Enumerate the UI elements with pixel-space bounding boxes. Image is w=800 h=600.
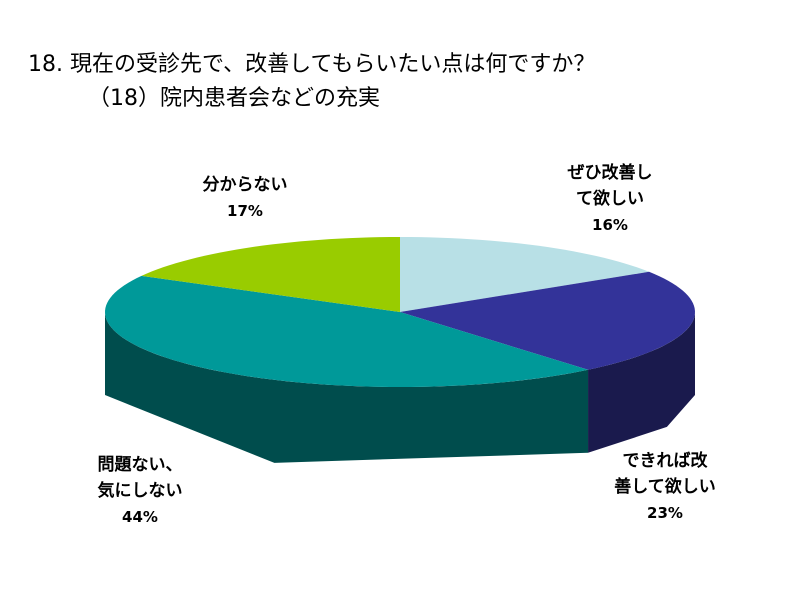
category-label: できれば改 善して欲しい	[614, 451, 716, 497]
value-label: 44%	[122, 508, 158, 526]
slice-top	[141, 237, 401, 312]
value-label: 23%	[647, 504, 683, 522]
slice-label: できれば改 善して欲しい 23%	[585, 448, 745, 526]
value-label: 16%	[592, 216, 628, 234]
slice	[141, 237, 401, 312]
category-label: ぜひ改善し て欲しい	[567, 163, 653, 209]
value-label: 17%	[227, 202, 263, 220]
slice	[400, 271, 695, 453]
slice-side	[588, 312, 695, 453]
slice-label: 分からない 17%	[165, 172, 325, 224]
category-label: 分からない	[202, 175, 288, 195]
chart-title: 18. 現在の受診先で、改善してもらいたい点は何ですか？	[28, 52, 596, 77]
slice-label: 問題ない、 気にしない 44%	[60, 452, 220, 530]
category-label: 問題ない、 気にしない	[97, 455, 183, 501]
slice-label: ぜひ改善し て欲しい 16%	[530, 160, 690, 238]
slice-top	[400, 237, 650, 312]
slice-top	[400, 271, 695, 370]
slice	[400, 237, 650, 312]
slice-top	[105, 275, 589, 387]
slice-side	[105, 312, 589, 463]
slice	[105, 275, 589, 463]
chart-subtitle: （18）院内患者会などの充実	[88, 86, 380, 111]
